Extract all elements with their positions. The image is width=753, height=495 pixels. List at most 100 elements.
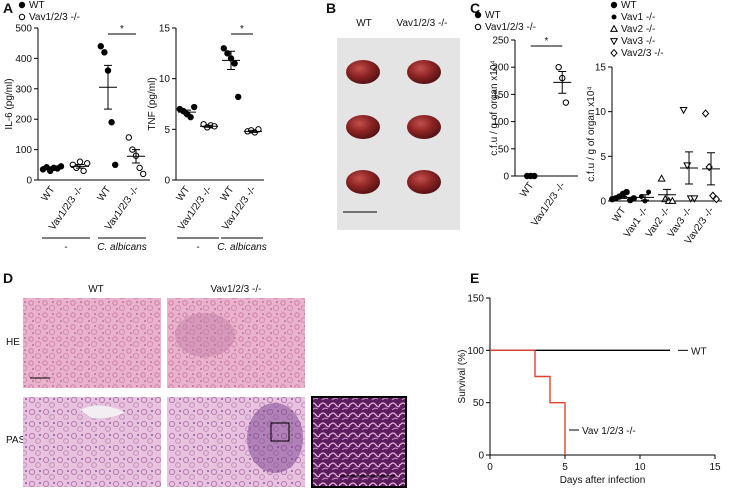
data-point — [630, 195, 637, 202]
y-tick-label: 250 — [492, 36, 509, 47]
kidneys — [346, 60, 441, 194]
legend-marker — [610, 48, 618, 58]
error-bar — [104, 64, 112, 110]
significance: * — [240, 24, 244, 35]
data-point — [646, 189, 652, 195]
y-tick-label: 15 — [159, 24, 171, 35]
legend-marker — [18, 13, 26, 21]
data-point — [623, 188, 630, 196]
x-tick-label: WT — [219, 184, 237, 203]
x-tick-label: 15 — [709, 462, 721, 473]
y-axis-label: c.f.u / g of organ x10⁴ — [489, 60, 500, 155]
data-point — [187, 113, 194, 121]
x-tick-label: WT — [175, 184, 193, 203]
data-point — [112, 161, 119, 169]
y-axis-label: c.f.u / g of organ x10⁴ — [586, 86, 597, 181]
x-tick-label: 5 — [562, 462, 568, 473]
column-label: Vav1/2/3 -/- — [211, 284, 262, 295]
data-point — [136, 164, 143, 172]
error-bar — [663, 188, 671, 201]
x-tick-label: WT — [96, 184, 114, 203]
legend-marker — [611, 14, 617, 20]
y-tick-label: 200 — [15, 115, 32, 126]
data-point — [235, 93, 242, 101]
significance: * — [545, 36, 549, 47]
y-tick-label: 10 — [595, 107, 607, 118]
error-bar — [48, 166, 56, 170]
legend-label: Vav1 -/- — [621, 12, 655, 23]
data-point — [712, 195, 721, 204]
x-axis-label: Days after infection — [560, 475, 646, 486]
vessel — [80, 405, 125, 419]
panel-label: D — [3, 270, 13, 286]
data-point — [701, 109, 710, 118]
error-bar — [707, 152, 715, 186]
y-tick-label: 100 — [15, 145, 32, 156]
column-label: Vav1/2/3 -/- — [397, 18, 448, 29]
legend-label: Vav1/2/3 -/- — [29, 12, 80, 23]
y-tick-label: 0 — [164, 176, 170, 187]
x-tick-label: WT — [611, 205, 629, 224]
y-tick-label: 5 — [600, 152, 606, 163]
legend-marker — [609, 24, 619, 32]
data-point — [108, 119, 115, 126]
series-label: WT — [691, 346, 707, 357]
error-bar — [685, 151, 693, 185]
row-label: HE — [6, 337, 20, 348]
error-bar — [249, 129, 257, 133]
legend-label: WT — [485, 10, 501, 21]
infiltrate — [175, 313, 235, 357]
column-label: WT — [356, 18, 372, 29]
y-tick-label: 200 — [492, 63, 509, 74]
data-point — [76, 158, 84, 165]
legend-marker — [609, 38, 619, 46]
y-tick-label: 0 — [478, 451, 484, 462]
y-tick-label: 400 — [15, 54, 32, 65]
group-label: - — [64, 242, 67, 253]
error-bar — [227, 50, 235, 71]
y-tick-label: 15 — [595, 63, 607, 74]
panel-label: A — [3, 0, 13, 16]
y-tick-label: 500 — [15, 24, 32, 35]
x-tick-label: WT — [40, 184, 58, 203]
significance: * — [120, 24, 124, 35]
x-tick-label: WT — [518, 180, 536, 199]
data-point — [657, 174, 666, 182]
data-point — [690, 195, 699, 203]
legend-label: WT — [621, 0, 637, 11]
error-bar — [76, 163, 84, 169]
legend-label: WT — [29, 0, 45, 11]
data-point — [224, 50, 231, 57]
column-label: WT — [88, 284, 104, 295]
error-bar — [132, 149, 140, 164]
data-point — [255, 126, 262, 133]
y-axis-label: IL-6 (pg/ml) — [4, 78, 15, 129]
data-point — [84, 160, 91, 167]
y-axis-label: TNF (pg/ml) — [147, 77, 158, 130]
group-label: C. albicans — [97, 242, 146, 253]
histology-image — [167, 298, 305, 388]
legend-marker — [610, 1, 618, 9]
legend-marker — [474, 23, 482, 31]
y-tick-label: 0 — [503, 172, 509, 183]
y-tick-label: 300 — [15, 84, 32, 95]
series-label: Vav 1/2/3 -/- — [582, 426, 636, 437]
panel-label: B — [326, 0, 336, 16]
group-label: C. albicans — [217, 242, 266, 253]
legend-label: Vav2 -/- — [621, 24, 655, 35]
inset-image — [311, 396, 407, 488]
data-point — [125, 134, 133, 141]
data-point — [679, 106, 688, 115]
panel-label: C — [470, 0, 480, 16]
error-bar — [641, 194, 649, 201]
y-tick-label: 5 — [164, 125, 170, 136]
y-tick-label: 100 — [492, 117, 509, 128]
y-axis-label: Survival (%) — [457, 350, 468, 404]
data-point — [231, 60, 238, 67]
histology-image — [23, 298, 161, 388]
legend-label: Vav1/2/3 -/- — [485, 22, 536, 33]
legend-label: Vav2/3 -/- — [621, 48, 664, 59]
x-tick-label: 0 — [487, 462, 493, 473]
y-tick-label: 0 — [600, 197, 606, 208]
